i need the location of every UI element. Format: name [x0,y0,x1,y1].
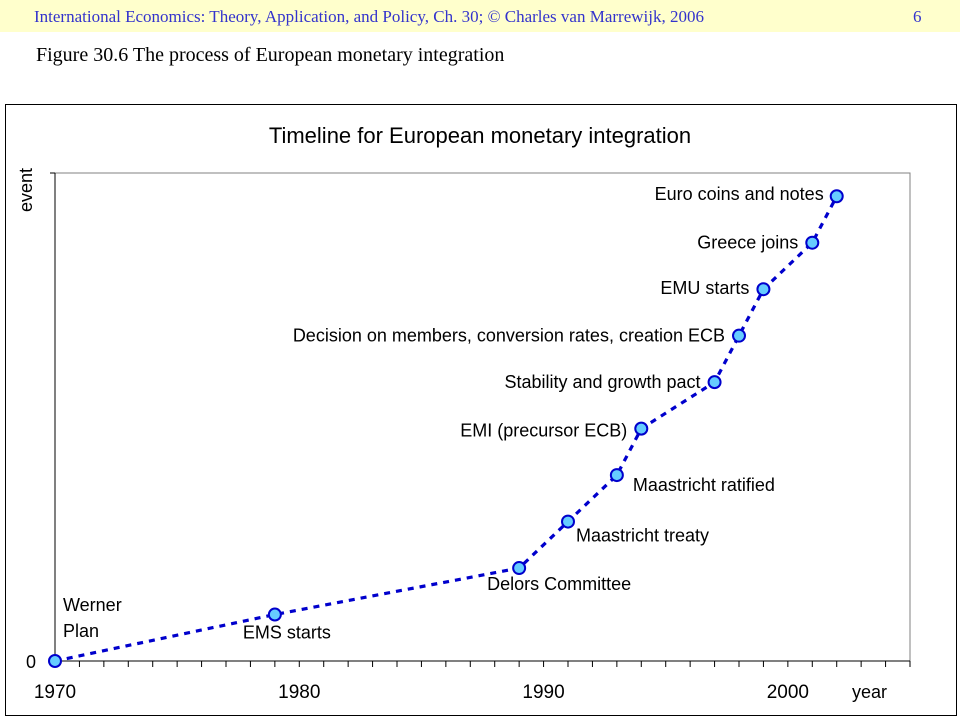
event-marker [512,561,527,576]
event-label: Maastricht ratified [633,475,775,495]
header-bar: International Economics: Theory, Applica… [0,0,960,32]
event-marker [561,514,575,529]
series-line-group: Werner Plan EMS starts Delors Committee Maas… [48,184,844,668]
x-axis-label: year [852,682,887,702]
x-tick-label-2000: 2000 [767,682,809,703]
event-marker [634,421,649,436]
event-marker [707,375,722,390]
event-marker [609,468,624,483]
event-label: Decision on members, conversion rates, c… [293,326,725,346]
event-marker [756,282,771,297]
event-label: Euro coins and notes [655,184,824,204]
event-label: EMU starts [660,278,749,298]
x-tick-label-1990: 1990 [522,682,564,703]
event-label: Greece joins [697,233,798,253]
event-marker [48,654,62,668]
header-title: International Economics: Theory, Applica… [34,7,704,26]
y-tick-label-0: 0 [26,652,36,672]
axes: 1970 1980 1990 2000 [34,172,911,703]
event-label: EMI (precursor ECB) [460,421,627,441]
event-label: Maastricht treaty [576,526,709,546]
y-axis-label: event [16,168,36,212]
event-marker [267,607,282,622]
plot-area [54,172,911,662]
x-tick-label-1970: 1970 [34,682,76,703]
event-label: Delors Committee [487,574,631,594]
event-label: EMS starts [243,623,331,643]
event-marker [805,235,820,250]
event-label: Stability and growth pact [504,372,700,392]
figure-caption: Figure 30.6 The process of European mone… [36,44,505,66]
event-marker [732,328,746,343]
event-label: Werner Plan [63,595,122,641]
event-marker [829,189,844,204]
x-tick-label-1980: 1980 [278,682,320,703]
page-number: 6 [913,7,922,26]
chart-title: Timeline for European monetary integrati… [269,123,691,148]
